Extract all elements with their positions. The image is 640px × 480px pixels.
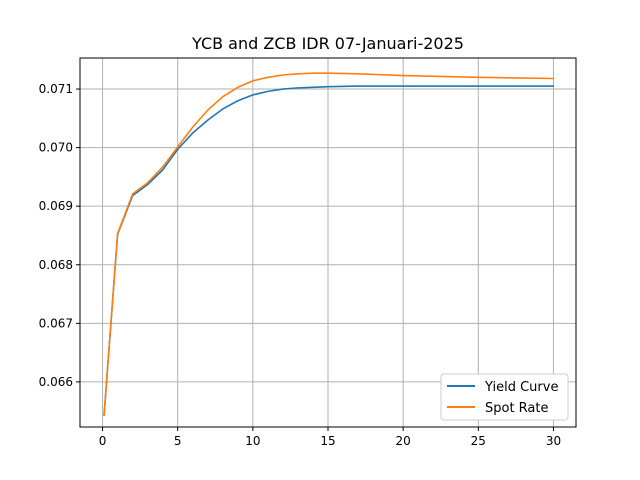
chart-title: YCB and ZCB IDR 07-Januari-2025 [191,34,464,53]
x-tick-label: 30 [546,434,561,448]
y-tick-label: 0.069 [39,199,73,213]
y-tick-label: 0.070 [39,141,73,155]
y-tick-label: 0.066 [39,375,73,389]
x-tick-label: 0 [99,434,107,448]
y-tick-label: 0.068 [39,258,73,272]
y-tick-label: 0.067 [39,316,73,330]
legend-label-yield-curve: Yield Curve [484,380,558,395]
axis-ticks: 0 5 10 15 20 25 30 0.066 0.067 0.068 0.069 0.070 0.0… [39,82,561,448]
series-line-spot-rate [103,72,555,417]
legend: Yield Curve Spot Rate [440,373,569,421]
x-tick-label: 15 [320,434,335,448]
y-tick-label: 0.071 [39,82,73,96]
x-tick-label: 5 [174,434,182,448]
x-tick-label: 20 [396,434,411,448]
series-line-yield-curve [103,85,555,417]
grid [80,58,576,427]
series-layer [103,72,555,417]
x-tick-label: 25 [471,434,486,448]
legend-label-spot-rate: Spot Rate [485,401,549,416]
x-tick-label: 10 [245,434,260,448]
